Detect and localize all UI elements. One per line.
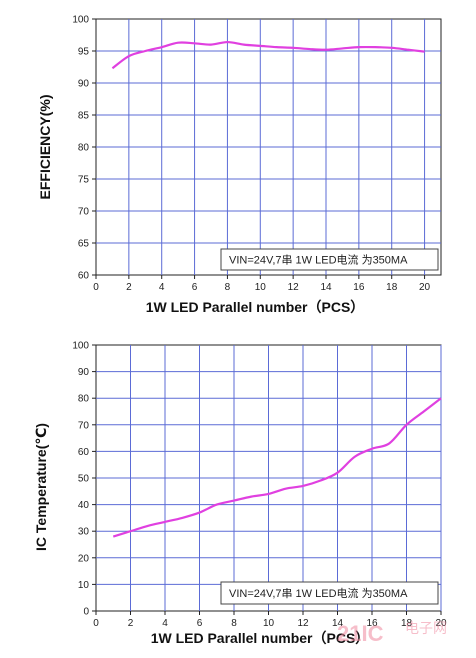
- x-tick-label: 2: [128, 618, 134, 629]
- y-tick-label: 75: [78, 175, 90, 186]
- y-tick-label: 100: [72, 341, 89, 352]
- x-tick-label: 14: [320, 282, 332, 293]
- annotation-box: [220, 248, 439, 271]
- y-tick-label: 60: [78, 271, 90, 282]
- series-line: [112, 397, 442, 538]
- y-tick-label: 95: [78, 47, 90, 58]
- y-tick-label: 30: [78, 527, 90, 538]
- y-tick-label: 90: [78, 79, 90, 90]
- x-tick-label: 12: [288, 282, 300, 293]
- x-tick-label: 18: [386, 282, 398, 293]
- y-tick-label: 70: [78, 420, 90, 431]
- x-tick-label: 8: [231, 618, 237, 629]
- y-tick-label: 90: [78, 367, 90, 378]
- x-tick-label: 10: [255, 282, 267, 293]
- y-tick-label: 0: [83, 607, 89, 618]
- y-tick-label: 65: [78, 239, 90, 250]
- y-tick-label: 70: [78, 207, 90, 218]
- y-tick-label: 20: [78, 553, 90, 564]
- y-tick-label: 80: [78, 143, 90, 154]
- x-tick-label: 0: [93, 282, 99, 293]
- y-tick-label: 60: [78, 447, 90, 458]
- x-tick-label: 20: [435, 618, 447, 629]
- x-tick-label: 8: [225, 282, 231, 293]
- x-tick-label: 4: [159, 282, 165, 293]
- series-line: [111, 40, 425, 70]
- x-axis-label: 1W LED Parallel number（PCS）: [151, 630, 370, 646]
- x-tick-label: 6: [197, 618, 203, 629]
- y-axis-label: EFFICIENCY(%): [37, 95, 53, 200]
- chart-2: 0 2 4 6 8 10 12 14 16 18 20 0 10 20 30 40 50 60 70 80 90 100 V…: [33, 341, 447, 647]
- annotation-text: VIN=24V,7串 1W LED电流 为350MA: [229, 253, 408, 267]
- x-tick-label: 16: [353, 282, 365, 293]
- y-tick-label: 85: [78, 111, 90, 122]
- watermark-logo: 21IC 电子网: [337, 620, 447, 646]
- x-tick-label: 12: [297, 618, 309, 629]
- x-axis-label: 1W LED Parallel number（PCS）: [146, 299, 365, 315]
- chart-1: 0 2 4 6 8 10 12 14 16 18 20 60 65 70 75 80 85 90 95 100 VIN=…: [37, 15, 442, 315]
- x-tick-label: 14: [332, 618, 344, 629]
- watermark-brand: 21IC: [337, 621, 384, 646]
- y-tick-label: 100: [72, 15, 89, 26]
- y-tick-label: 10: [78, 580, 90, 591]
- x-tick-label: 6: [192, 282, 198, 293]
- x-tick-label: 18: [401, 618, 413, 629]
- y-tick-label: 40: [78, 500, 90, 511]
- x-tick-label: 20: [419, 282, 431, 293]
- x-tick-label: 4: [162, 618, 168, 629]
- x-tick-label: 10: [263, 618, 275, 629]
- y-tick-label: 80: [78, 394, 90, 405]
- x-tick-label: 2: [126, 282, 132, 293]
- x-tick-label: 16: [366, 618, 378, 629]
- annotation-text: VIN=24V,7串 1W LED电流 为350MA: [229, 586, 408, 600]
- watermark-sub: 电子网: [405, 620, 447, 636]
- y-axis-label: IC Temperature(℃): [33, 423, 49, 551]
- x-tick-label: 0: [93, 618, 99, 629]
- annotation-box: [220, 581, 439, 605]
- y-tick-label: 50: [78, 474, 90, 485]
